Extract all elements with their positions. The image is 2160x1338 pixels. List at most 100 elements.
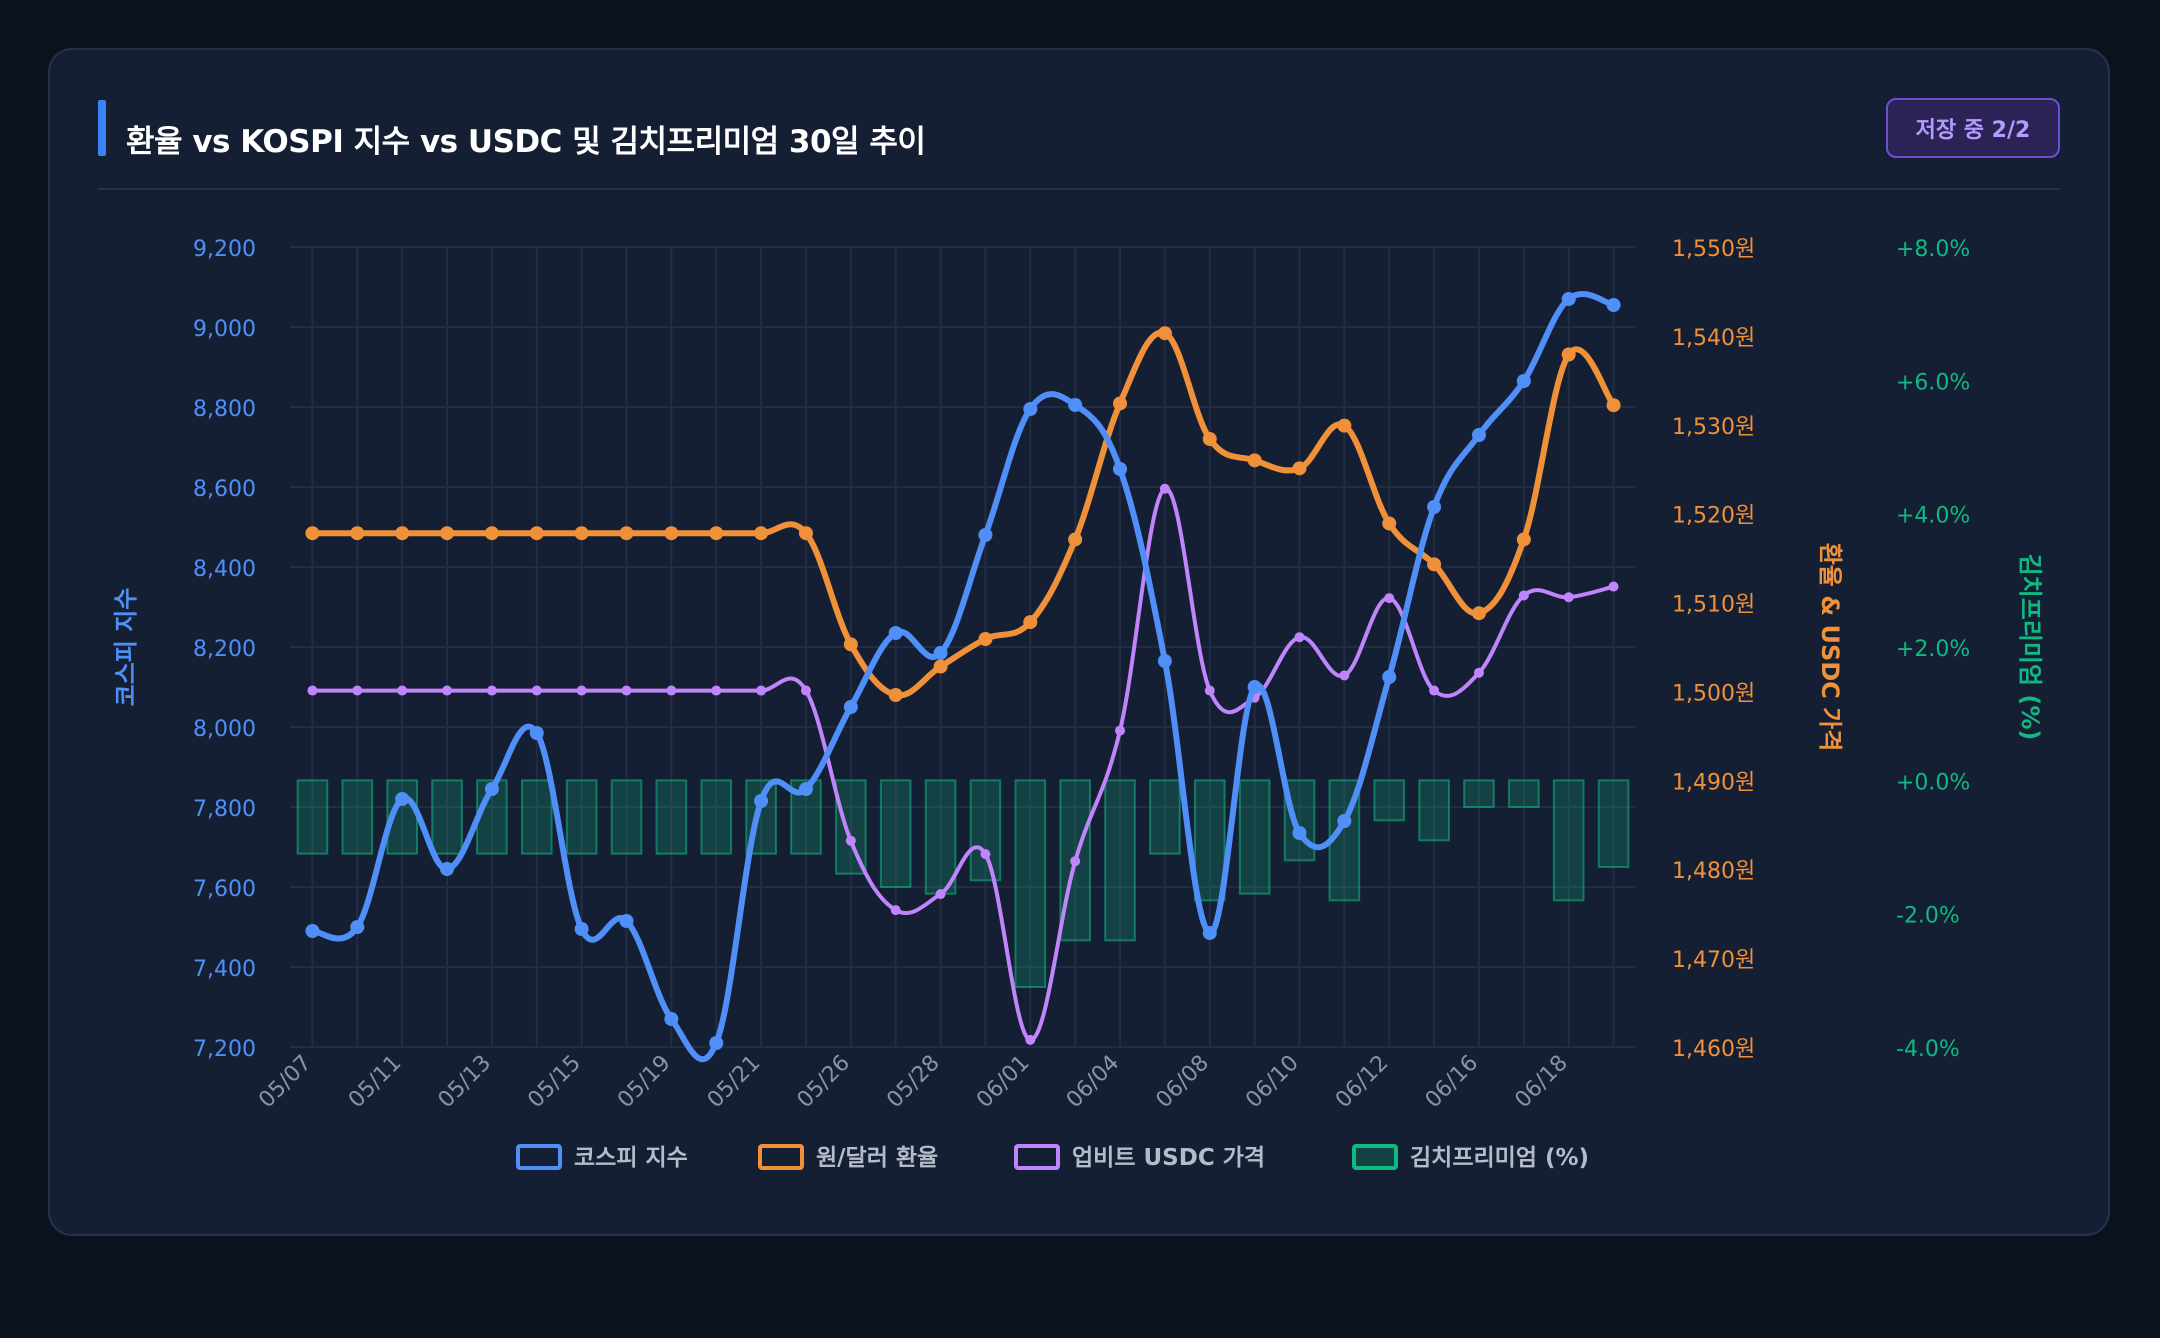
premium-bar [1597,779,1630,868]
usdc-point [1518,590,1529,601]
premium-bar [431,779,463,855]
kospi-point [798,782,813,796]
usdc-point [1025,1034,1036,1045]
fx-point [305,526,320,541]
fx-point [888,688,903,702]
premium-bar [1463,779,1495,808]
legend-label: 코스피 지수 [574,1145,688,1171]
legend-swatch [758,1144,804,1170]
premium-bar [924,779,957,895]
fx-point [1382,516,1397,531]
fx-point [1516,532,1531,547]
usdc-point [1159,483,1170,494]
usdc-point [621,685,632,696]
left-tick-label: 8,800 [193,397,256,422]
usdc-point [666,685,677,696]
x-tick-label: 06/18 [1510,1051,1573,1114]
kospi-point [888,626,903,640]
legend-label: 김치프리미엄 (%) [1410,1145,1589,1171]
premium-bar [879,779,912,888]
x-tick-label: 05/28 [882,1051,945,1114]
left-tick-label: 8,600 [193,477,256,502]
kospi-point [484,782,499,796]
usdc-point [531,685,542,696]
left-tick-label: 8,000 [193,717,256,742]
kospi-point [1561,292,1576,306]
premium-bar [565,779,598,855]
kospi-point [1113,462,1128,476]
kospi-point [843,700,858,714]
fx-point [1157,326,1172,341]
x-tick-label: 06/01 [972,1051,1035,1114]
left-tick-label: 7,600 [193,877,256,902]
usdc-point [1070,856,1081,867]
usdc-point [1294,632,1305,643]
x-tick-label: 05/21 [703,1051,766,1114]
kospi-point [1157,654,1172,668]
premium-bar [1104,779,1136,942]
usdc-point [845,835,856,846]
kospi-point [1427,500,1442,514]
fx-point [843,637,858,652]
legend-label: 업비트 USDC 가격 [1072,1145,1265,1171]
usdc-point [890,905,901,916]
fx-point [350,526,365,541]
fx-point [1561,347,1576,362]
premium-bar [610,779,643,855]
series-lines [305,291,1621,1063]
left-tick-label: 9,000 [193,317,256,342]
chart-title: 환율 vs KOSPI 지수 vs USDC 및 김치프리미엄 30일 추이 [126,124,926,160]
save-status-badge[interactable]: 저장 중 2/2 [1886,98,2060,158]
right-tick-label-premium: +0.0% [1896,770,1970,795]
fx-point [1471,606,1486,621]
x-tick-label: 05/26 [793,1051,856,1114]
kospi-point [1023,402,1038,416]
fx-point [754,526,769,541]
legend-swatch [1014,1144,1060,1170]
fx-point [1337,418,1352,433]
usdc-point [1429,685,1440,696]
fx-line [312,329,1617,699]
x-tick-label: 06/08 [1151,1051,1214,1114]
left-tick-label: 8,400 [193,557,256,582]
usdc-point [352,685,363,696]
kospi-point [1202,926,1217,940]
right-tick-label-fx: 1,540원 [1672,326,1755,351]
kospi-point [1606,298,1621,312]
fx-point [664,526,679,541]
legend-label: 원/달러 환율 [816,1145,938,1171]
kospi-point [529,726,544,740]
right-tick-label-fx: 1,520원 [1672,504,1755,529]
usdc-point [1339,670,1350,681]
fx-point [978,632,993,646]
kospi-point [395,792,410,806]
usdc-point [711,685,722,696]
left-tick-label: 8,200 [193,637,256,662]
x-tick-label: 05/19 [613,1051,676,1114]
premium-bar [1014,779,1047,988]
premium-bar [1149,779,1181,855]
premium-bar [520,779,553,855]
kospi-point [664,1012,679,1026]
premium-bar [1193,779,1226,902]
usdc-point [397,685,408,696]
x-tick-label: 06/12 [1331,1051,1394,1114]
kospi-point [1382,670,1397,684]
right-axis-label-premium: 김치프리미엄 (%) [2016,554,2044,741]
fx-point [1292,461,1307,476]
usdc-point [1204,685,1215,696]
left-tick-label: 7,400 [193,957,256,982]
usdc-point [1563,592,1574,603]
right-axis-label-fx: 환율 & USDC 가격 [1816,543,1844,752]
premium-bar [1508,779,1540,808]
premium-bar [969,779,1002,882]
fx-point [1113,396,1128,411]
x-tick-label: 06/10 [1241,1051,1304,1114]
usdc-point [1473,667,1484,678]
premium-bar [655,779,688,855]
axis-ticks: 9,200 9,000 8,800 8,600 8,400 8,200 8,000 7,800… [193,237,1970,1113]
kospi-point [574,922,589,936]
right-tick-label-premium: +2.0% [1896,637,1970,662]
left-tick-label: 7,200 [193,1037,256,1062]
x-tick-label: 06/16 [1421,1051,1484,1114]
